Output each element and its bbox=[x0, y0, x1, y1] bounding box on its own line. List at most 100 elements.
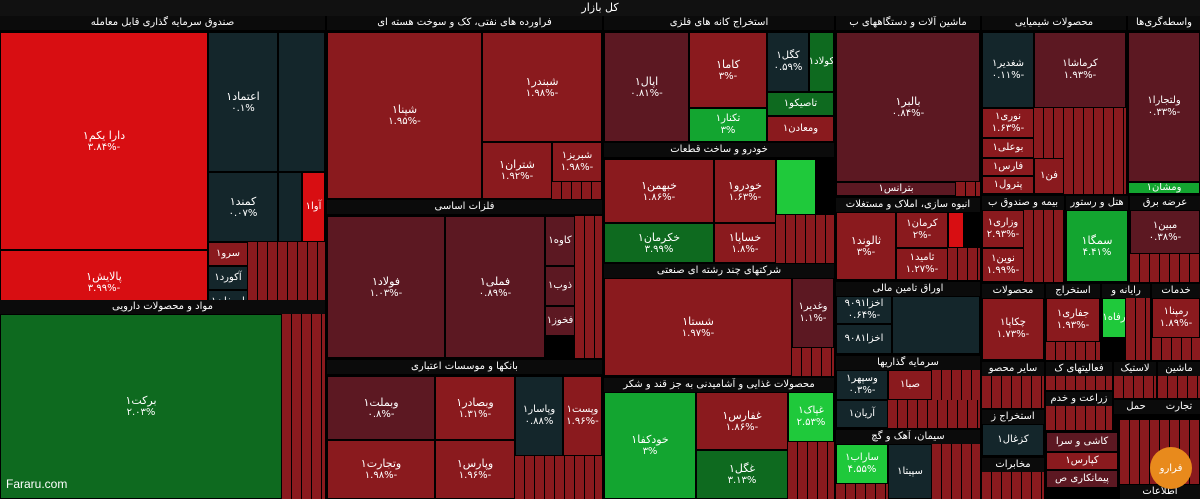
tile-nowin[interactable]: نوین۱ -۱.۹۹% bbox=[982, 248, 1024, 282]
tile-vasapeh[interactable]: وسپهر۱ -۰.۳% bbox=[836, 370, 888, 400]
sector-pharma[interactable]: مواد و محصولات دارویی برکت۱ ۲.۰۳% bbox=[0, 300, 325, 499]
tile-shapna[interactable]: شپنا۱ -۱.۹۵% bbox=[327, 32, 482, 199]
sector-auto[interactable]: خودرو و ساخت قطعات خبهمن۱ -۱.۸۶% خودرو۱ -۱… bbox=[604, 143, 834, 263]
sector-electricity[interactable]: عرضه برق مبین۱ -۰.۳۸% bbox=[1130, 196, 1200, 282]
tile-vatejarat[interactable]: وتجارت۱ -۱.۹۸% bbox=[327, 440, 435, 499]
sector-mining[interactable]: استخراج جفاری۱ -۱.۹۳% bbox=[1046, 284, 1100, 360]
tile-construction-red[interactable] bbox=[948, 212, 964, 248]
tile-kashi[interactable]: کاشی و سرا bbox=[1046, 432, 1118, 452]
sector-construction[interactable]: انبوه سازی، املاک و مستغلات ثالوند۱ -۳% ک… bbox=[836, 198, 980, 280]
sector-metal-ore[interactable]: استخراج کانه های فلزی اپال۱ -۰.۸۱% کاما۱-… bbox=[604, 16, 834, 142]
tile-kalad[interactable]: کولاد۱ bbox=[809, 32, 834, 92]
sector-activities[interactable]: فعالیتهای ک bbox=[1046, 362, 1112, 390]
sector-hotel[interactable]: هتل و رستور سمگا۱ ۴.۴۱% bbox=[1066, 196, 1128, 282]
sector-chemical[interactable]: محصولات شیمیایی شغدیر۱ -۰.۱۱% کرماشا۱ -۱.۹… bbox=[982, 16, 1126, 194]
tile-boali[interactable]: بوعلی۱ bbox=[982, 138, 1034, 158]
tile-shaghadir[interactable]: شغدیر۱ -۰.۱۱% bbox=[982, 32, 1034, 108]
tile-vebmelat[interactable]: وبملت۱ -۰.۸% bbox=[327, 376, 435, 440]
sector-bonds[interactable]: اوراق تامین مالی اخزا۹۰۹۱ -۰.۶۴% اخزا۹۰۸۱ bbox=[836, 282, 980, 354]
sector-computer[interactable]: رایانه و رفاه۱ bbox=[1102, 284, 1150, 360]
sector-fund2[interactable]: بیمه و صندوق ب وزاری۱ -۲.۹۳% نوین۱ -۱.۹۹% bbox=[982, 196, 1064, 282]
tile-jafari[interactable]: جفاری۱ -۱.۹۳% bbox=[1046, 298, 1100, 342]
tile-arian[interactable]: آریان۱ bbox=[836, 400, 888, 428]
tile-kegol[interactable]: کگل۱ ۰.۵۹% bbox=[767, 32, 809, 92]
tile-tekarad[interactable]: تکنار۱ ۳% bbox=[689, 108, 767, 142]
sector-basic-metals[interactable]: فلزات اساسی فولاد۱ -۱.۰۳% فملی۱ -۰.۸۹% کاو… bbox=[327, 200, 602, 358]
tile-shasta[interactable]: شستا۱ -۱.۹۷% bbox=[604, 278, 792, 376]
tile-vamshan[interactable]: ومشان۱ bbox=[1128, 182, 1200, 194]
tile-ava[interactable]: آوا۱ bbox=[302, 172, 325, 242]
tile-khasapa[interactable]: خساپا۱ -۱.۸% bbox=[714, 223, 776, 263]
tile-khodkafa[interactable]: خودکفا۱ ۳% bbox=[604, 392, 696, 499]
sector-refinery[interactable]: فراورده های نفتی، کک و سوخت هسته ای شپنا… bbox=[327, 16, 602, 199]
tile-kerman[interactable]: کرمان۱ -۲% bbox=[896, 212, 948, 248]
tile-valtjara[interactable]: ولتجارا۱ -۰.۳۳% bbox=[1128, 32, 1200, 182]
sector-fund[interactable]: صندوق سرمایه گذاری قابل معامله دارا یکم۱… bbox=[0, 16, 325, 314]
tile-vebsader[interactable]: وبصادر۱ -۱.۳۱% bbox=[435, 376, 515, 440]
tile-khodro[interactable]: خودرو۱ -۱.۶۳% bbox=[714, 159, 776, 223]
tile-vepasar[interactable]: وپاسار۱ ۰.۸۸% bbox=[515, 376, 563, 456]
tile-baler[interactable]: بالبر۱ -۰.۸۴% bbox=[836, 32, 980, 182]
tile-kazhal[interactable]: کزغال۱ bbox=[982, 424, 1044, 456]
tile-sarv[interactable]: سرو۱ bbox=[208, 242, 248, 266]
tile-sipita[interactable]: سپیتا۱ bbox=[888, 444, 932, 499]
tile-vazarei[interactable]: وزاری۱ -۲.۹۳% bbox=[982, 210, 1024, 248]
tile-fan[interactable]: فن۱ bbox=[1034, 158, 1064, 194]
tile-shabriz[interactable]: شبریز۱ -۱.۹۸% bbox=[552, 142, 602, 182]
tile-sina[interactable]: صبا۱ bbox=[888, 370, 932, 400]
tile-fund-small-2[interactable] bbox=[278, 172, 302, 242]
tile-shabandar[interactable]: شبندر۱ -۱.۹۸% bbox=[482, 32, 602, 142]
tile-ipal[interactable]: اپال۱ -۰.۸۱% bbox=[604, 32, 689, 142]
sector-plastic[interactable]: لاستیک bbox=[1114, 362, 1156, 398]
tile-akhza1[interactable]: اخزا۹۰۹۱ -۰.۶۴% bbox=[836, 296, 892, 324]
tile-kave[interactable]: کاوه۱ bbox=[545, 216, 575, 266]
tile-akord[interactable]: آکورد۱ bbox=[208, 266, 248, 290]
tile-vepost[interactable]: وپست۱ -۱.۹۶% bbox=[563, 376, 602, 456]
tile-khabahman[interactable]: خبهمن۱ -۱.۸۶% bbox=[604, 159, 714, 223]
tile-rampna[interactable]: رمپنا۱ -۱.۸۹% bbox=[1152, 298, 1200, 338]
tile-chekapa[interactable]: چکاپا۱ -۱.۷۳% bbox=[982, 298, 1044, 360]
tile-zob[interactable]: ذوب۱ bbox=[545, 266, 575, 306]
sector-agriculture[interactable]: زراعت و خدم bbox=[1046, 392, 1112, 430]
sector-other-mining[interactable]: سایر محصو bbox=[982, 362, 1044, 408]
sector-extraction-z[interactable]: استخراج ز کزغال۱ bbox=[982, 410, 1044, 456]
tile-vamadan[interactable]: ومعادن۱ bbox=[767, 116, 834, 142]
tile-peymankari[interactable]: پیمانکاری ص bbox=[1046, 470, 1118, 488]
tile-bonds-other[interactable] bbox=[892, 296, 980, 354]
tile-mabin[interactable]: مبین۱ -۰.۳۸% bbox=[1130, 210, 1200, 254]
tile-kamand[interactable]: کمند۱ ۰.۰۷% bbox=[208, 172, 278, 242]
tile-khegostar[interactable]: خکرمان۱ ۳.۹۹% bbox=[604, 223, 714, 263]
sector-intermediary[interactable]: واسطه‌گری‌ها ولتجارا۱ -۰.۳۳% ومشان۱ bbox=[1128, 16, 1200, 194]
sector-multi[interactable]: شرکتهای چند رشته ای صنعتی شستا۱ -۱.۹۷% وغ… bbox=[604, 264, 834, 376]
tile-akhza2[interactable]: اخزا۹۰۸۱ bbox=[836, 324, 892, 354]
tile-darayekom[interactable]: دارا یکم۱ -۳.۸۴% bbox=[0, 32, 208, 250]
tile-barkat[interactable]: برکت۱ ۲.۰۳% bbox=[0, 314, 282, 499]
tile-foolad[interactable]: فولاد۱ -۱.۰۳% bbox=[327, 216, 445, 358]
sector-services[interactable]: خدمات رمپنا۱ -۱.۸۹% bbox=[1152, 284, 1200, 360]
sector-products[interactable]: محصولات چکاپا۱ -۱.۷۳% bbox=[982, 284, 1044, 360]
tile-saraab[interactable]: ساراب۱ ۴.۵۵% bbox=[836, 444, 888, 484]
tile-petrol[interactable]: پترول۱ bbox=[982, 176, 1034, 194]
sector-machinery[interactable]: ماشین آلات و دستگاههای ب بالبر۱ -۰.۸۴% بت… bbox=[836, 16, 980, 196]
sector-communications[interactable]: مخابرات bbox=[982, 458, 1044, 499]
tile-shetran[interactable]: شتران۱ -۱.۹۲% bbox=[482, 142, 552, 199]
tile-vaghadir[interactable]: وغدیر۱ -۱.۱% bbox=[792, 278, 834, 348]
tile-fakhoz[interactable]: فخوز۱ bbox=[545, 306, 575, 336]
tile-auto-green[interactable] bbox=[776, 159, 816, 215]
tile-radin[interactable]: رفاه۱ bbox=[1102, 298, 1126, 338]
tile-fares[interactable]: فارس۱ bbox=[982, 158, 1034, 176]
tile-saband[interactable]: ثامید۱ -۱.۲۷% bbox=[896, 248, 948, 280]
tile-femeli[interactable]: فملی۱ -۰.۸۹% bbox=[445, 216, 545, 358]
sector-food[interactable]: محصولات غذایی و آشامیدنی به جز قند و شکر… bbox=[604, 378, 834, 499]
tile-ghapak[interactable]: غپاک۱ ۲.۵۳% bbox=[788, 392, 834, 442]
sector-kashi[interactable]: کاشی و سرا کپارس۱ پیمانکاری ص bbox=[1046, 432, 1118, 488]
sector-machines[interactable]: ماشین bbox=[1158, 362, 1200, 398]
tile-fund-small-1[interactable] bbox=[278, 32, 325, 172]
tile-ghafars[interactable]: غفارس۱ -۱.۸۶% bbox=[696, 392, 788, 450]
tile-vaparsi[interactable]: وپارس۱ -۱.۹۶% bbox=[435, 440, 515, 499]
tile-samga[interactable]: سمگا۱ ۴.۴۱% bbox=[1066, 210, 1128, 282]
tile-kama[interactable]: کاما۱ -۳% bbox=[689, 32, 767, 108]
sector-cement[interactable]: سیمان، آهک و گچ ساراب۱ ۴.۵۵% سپیتا۱ bbox=[836, 430, 980, 499]
tile-kbaris[interactable]: کپارس۱ bbox=[1046, 452, 1118, 470]
tile-baterans[interactable]: بترانس۱ bbox=[836, 182, 956, 196]
